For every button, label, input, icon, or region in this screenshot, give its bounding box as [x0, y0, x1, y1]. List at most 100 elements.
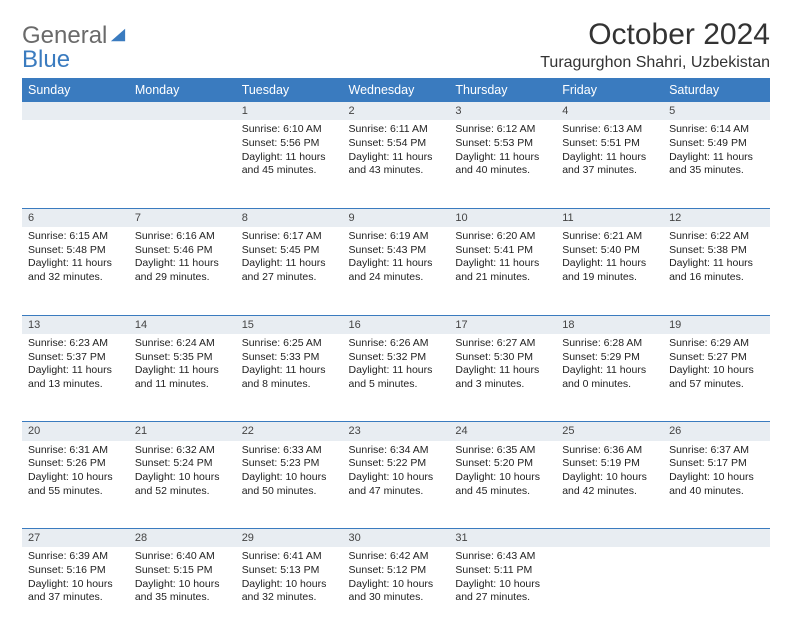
col-saturday: Saturday	[663, 79, 770, 102]
daylight-text: and 40 minutes.	[455, 164, 550, 178]
day-number-cell: 27	[22, 529, 129, 548]
sunrise-text: Sunrise: 6:21 AM	[562, 230, 657, 244]
daylight-text: Daylight: 10 hours	[242, 471, 337, 485]
day-number-cell: 8	[236, 208, 343, 227]
day-number-cell: 28	[129, 529, 236, 548]
sunset-text: Sunset: 5:15 PM	[135, 564, 230, 578]
sunrise-text: Sunrise: 6:37 AM	[669, 444, 764, 458]
day-number-cell: 12	[663, 208, 770, 227]
sunset-text: Sunset: 5:17 PM	[669, 457, 764, 471]
logo: GeneralBlue	[22, 18, 127, 72]
day-data-cell: Sunrise: 6:32 AMSunset: 5:24 PMDaylight:…	[129, 441, 236, 529]
sunset-text: Sunset: 5:35 PM	[135, 351, 230, 365]
day-data-cell: Sunrise: 6:26 AMSunset: 5:32 PMDaylight:…	[343, 334, 450, 422]
daylight-text: and 35 minutes.	[135, 591, 230, 605]
sunrise-text: Sunrise: 6:13 AM	[562, 123, 657, 137]
col-monday: Monday	[129, 79, 236, 102]
daylight-text: Daylight: 10 hours	[242, 578, 337, 592]
sunset-text: Sunset: 5:56 PM	[242, 137, 337, 151]
day-data-cell: Sunrise: 6:28 AMSunset: 5:29 PMDaylight:…	[556, 334, 663, 422]
daylight-text: Daylight: 10 hours	[455, 471, 550, 485]
daylight-text: and 55 minutes.	[28, 485, 123, 499]
sunset-text: Sunset: 5:48 PM	[28, 244, 123, 258]
day-number-cell: 2	[343, 102, 450, 121]
daylight-text: and 52 minutes.	[135, 485, 230, 499]
day-data-cell: Sunrise: 6:19 AMSunset: 5:43 PMDaylight:…	[343, 227, 450, 315]
daylight-text: Daylight: 11 hours	[455, 364, 550, 378]
day-number-cell: 1	[236, 102, 343, 121]
sunrise-text: Sunrise: 6:35 AM	[455, 444, 550, 458]
daylight-text: Daylight: 11 hours	[562, 364, 657, 378]
sunset-text: Sunset: 5:23 PM	[242, 457, 337, 471]
sunrise-text: Sunrise: 6:41 AM	[242, 550, 337, 564]
day-number-cell: 31	[449, 529, 556, 548]
sunset-text: Sunset: 5:38 PM	[669, 244, 764, 258]
sunset-text: Sunset: 5:24 PM	[135, 457, 230, 471]
sunset-text: Sunset: 5:53 PM	[455, 137, 550, 151]
daylight-text: and 3 minutes.	[455, 378, 550, 392]
day-number-cell: 11	[556, 208, 663, 227]
day-number-cell: 30	[343, 529, 450, 548]
day-data-cell: Sunrise: 6:10 AMSunset: 5:56 PMDaylight:…	[236, 120, 343, 208]
daylight-text: and 30 minutes.	[349, 591, 444, 605]
sunrise-text: Sunrise: 6:14 AM	[669, 123, 764, 137]
sunset-text: Sunset: 5:37 PM	[28, 351, 123, 365]
sunset-text: Sunset: 5:19 PM	[562, 457, 657, 471]
daylight-text: Daylight: 10 hours	[135, 471, 230, 485]
daylight-text: Daylight: 10 hours	[28, 471, 123, 485]
daylight-text: Daylight: 11 hours	[669, 257, 764, 271]
day-number-cell: 7	[129, 208, 236, 227]
day-number-cell: 5	[663, 102, 770, 121]
daynum-row: 13141516171819	[22, 315, 770, 334]
daylight-text: and 37 minutes.	[28, 591, 123, 605]
sunrise-text: Sunrise: 6:12 AM	[455, 123, 550, 137]
data-row: Sunrise: 6:31 AMSunset: 5:26 PMDaylight:…	[22, 441, 770, 529]
col-wednesday: Wednesday	[343, 79, 450, 102]
data-row: Sunrise: 6:23 AMSunset: 5:37 PMDaylight:…	[22, 334, 770, 422]
daylight-text: and 16 minutes.	[669, 271, 764, 285]
daylight-text: Daylight: 11 hours	[135, 257, 230, 271]
sunrise-text: Sunrise: 6:25 AM	[242, 337, 337, 351]
sunset-text: Sunset: 5:30 PM	[455, 351, 550, 365]
day-number-cell	[663, 529, 770, 548]
day-data-cell: Sunrise: 6:22 AMSunset: 5:38 PMDaylight:…	[663, 227, 770, 315]
daylight-text: and 35 minutes.	[669, 164, 764, 178]
day-data-cell: Sunrise: 6:25 AMSunset: 5:33 PMDaylight:…	[236, 334, 343, 422]
day-data-cell: Sunrise: 6:12 AMSunset: 5:53 PMDaylight:…	[449, 120, 556, 208]
daylight-text: Daylight: 11 hours	[242, 257, 337, 271]
sunset-text: Sunset: 5:29 PM	[562, 351, 657, 365]
sunrise-text: Sunrise: 6:28 AM	[562, 337, 657, 351]
sunset-text: Sunset: 5:20 PM	[455, 457, 550, 471]
sunset-text: Sunset: 5:32 PM	[349, 351, 444, 365]
sunrise-text: Sunrise: 6:42 AM	[349, 550, 444, 564]
daylight-text: Daylight: 11 hours	[669, 151, 764, 165]
daylight-text: and 0 minutes.	[562, 378, 657, 392]
day-data-cell: Sunrise: 6:29 AMSunset: 5:27 PMDaylight:…	[663, 334, 770, 422]
daylight-text: and 5 minutes.	[349, 378, 444, 392]
data-row: Sunrise: 6:39 AMSunset: 5:16 PMDaylight:…	[22, 547, 770, 635]
sunrise-text: Sunrise: 6:32 AM	[135, 444, 230, 458]
day-data-cell: Sunrise: 6:42 AMSunset: 5:12 PMDaylight:…	[343, 547, 450, 635]
sunset-text: Sunset: 5:26 PM	[28, 457, 123, 471]
page-subtitle: Turagurghon Shahri, Uzbekistan	[540, 54, 770, 72]
sunrise-text: Sunrise: 6:36 AM	[562, 444, 657, 458]
day-number-cell: 26	[663, 422, 770, 441]
daynum-row: 2728293031	[22, 529, 770, 548]
daylight-text: and 19 minutes.	[562, 271, 657, 285]
sunrise-text: Sunrise: 6:17 AM	[242, 230, 337, 244]
day-number-cell: 9	[343, 208, 450, 227]
header: GeneralBlue October 2024 Turagurghon Sha…	[22, 18, 770, 72]
sunset-text: Sunset: 5:16 PM	[28, 564, 123, 578]
daylight-text: Daylight: 11 hours	[349, 364, 444, 378]
day-data-cell: Sunrise: 6:37 AMSunset: 5:17 PMDaylight:…	[663, 441, 770, 529]
sunrise-text: Sunrise: 6:39 AM	[28, 550, 123, 564]
day-data-cell	[129, 120, 236, 208]
daylight-text: Daylight: 10 hours	[28, 578, 123, 592]
sunrise-text: Sunrise: 6:26 AM	[349, 337, 444, 351]
sunset-text: Sunset: 5:49 PM	[669, 137, 764, 151]
daylight-text: and 24 minutes.	[349, 271, 444, 285]
sunrise-text: Sunrise: 6:20 AM	[455, 230, 550, 244]
col-tuesday: Tuesday	[236, 79, 343, 102]
sunrise-text: Sunrise: 6:34 AM	[349, 444, 444, 458]
sunset-text: Sunset: 5:45 PM	[242, 244, 337, 258]
